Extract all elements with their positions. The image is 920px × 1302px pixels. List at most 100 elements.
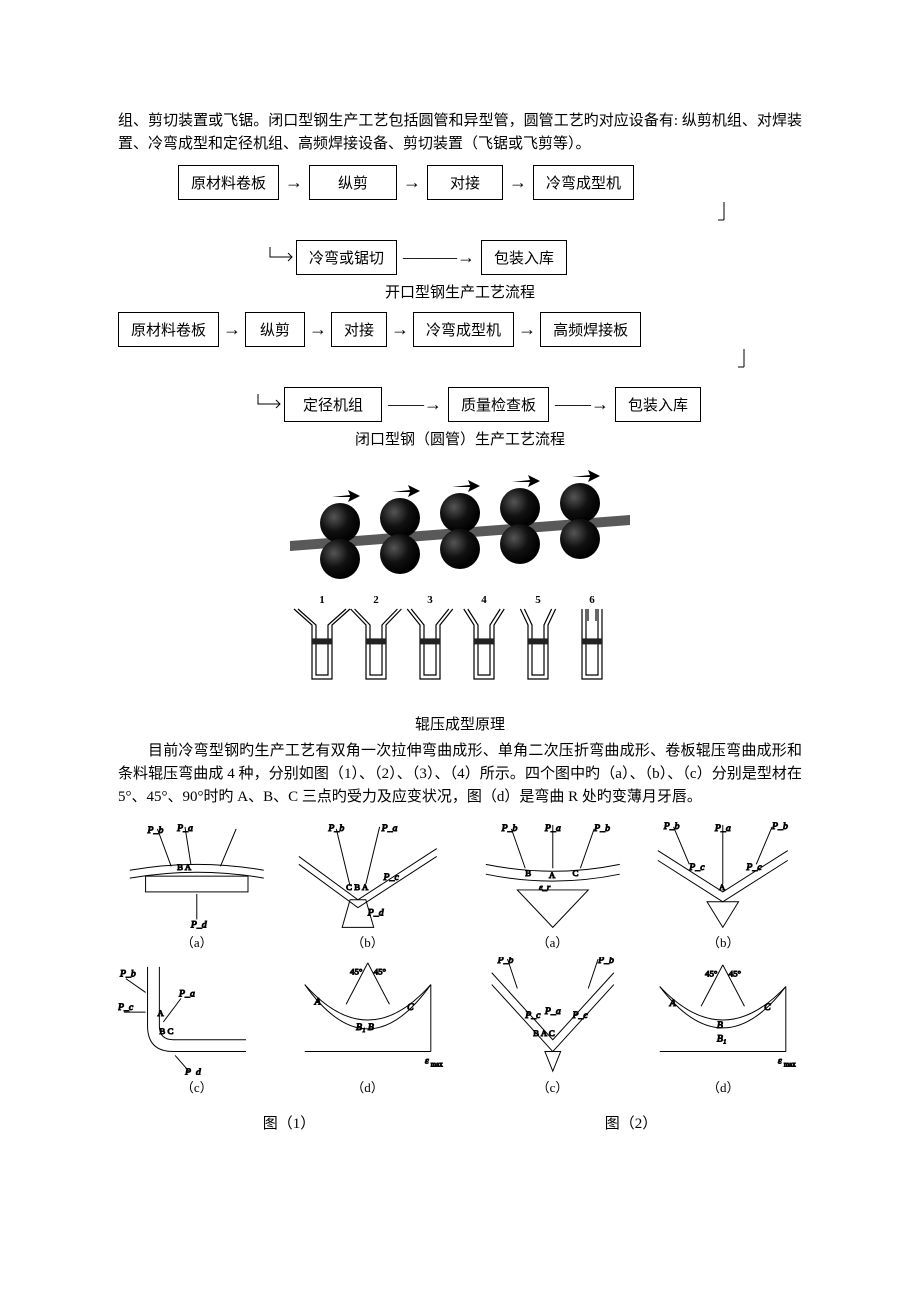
flow1-box-cut: 冷弯或锯切 (296, 240, 397, 275)
svg-text:P_a: P_a (380, 823, 397, 834)
svg-text:ε: ε (778, 1055, 782, 1066)
arrow-icon: → (387, 320, 413, 338)
figure-1: P_b P_a P_d B A （a） (118, 821, 446, 1102)
roller-forming-figure: 123456 辊压成型原理 (280, 459, 640, 734)
arrow-icon: → (219, 320, 245, 338)
svg-text:C: C (407, 1002, 414, 1013)
arrow-icon: → (279, 173, 309, 191)
sublabel: （c） (118, 1077, 276, 1096)
flowchart-closed-profile: 原材料卷板 → 纵剪 → 对接 → 冷弯成型机 → 高频焊接板 定径机组 ——→… (118, 312, 802, 449)
arrow-icon: → (503, 173, 533, 191)
fig2-d: 45° 45° A B B₁ C εmax (644, 957, 802, 1075)
svg-text:B₁: B₁ (717, 1033, 726, 1044)
svg-text:P_a: P_a (178, 988, 195, 999)
svg-text:C: C (572, 868, 578, 878)
svg-text:45°: 45° (705, 968, 718, 978)
flow2-box-hfweld: 高频焊接板 (540, 312, 641, 347)
fig2-caption: 图（2） (605, 1112, 658, 1133)
svg-text:B: B (717, 1019, 723, 1030)
svg-text:5: 5 (535, 594, 541, 606)
arrow-icon: → (305, 320, 331, 338)
fig1-a: P_b P_a P_d B A (118, 821, 276, 929)
flow-elbow-icon (254, 394, 284, 414)
flow-elbow-icon (738, 349, 778, 383)
svg-text:P_b: P_b (771, 821, 788, 832)
svg-text:P_d: P_d (184, 1067, 201, 1075)
fig1-caption: 图（1） (263, 1112, 316, 1133)
flow1-box-slit: 纵剪 (309, 165, 397, 200)
flow1-caption: 开口型钢生产工艺流程 (118, 281, 802, 302)
svg-text:P_d: P_d (367, 908, 384, 919)
svg-text:P_b: P_b (593, 823, 610, 834)
svg-text:max: max (784, 1061, 796, 1068)
figure-2: P_b P_a P_b B A C ε_r （a） (474, 821, 802, 1102)
flow2-box-pack: 包装入库 (615, 387, 701, 422)
fig2-a: P_b P_a P_b B A C ε_r (474, 821, 632, 929)
svg-text:2: 2 (373, 594, 379, 606)
arrow-icon: ——→ (382, 395, 448, 413)
fig2-b: P_b P_a P_b P_c P_c A (644, 821, 802, 929)
flow2-box-qc: 质量检查板 (448, 387, 549, 422)
flow1-box-weld: 对接 (427, 165, 503, 200)
arrow-icon: → (397, 173, 427, 191)
flow1-box-former: 冷弯成型机 (533, 165, 634, 200)
svg-text:6: 6 (589, 594, 595, 606)
roller-caption: 辊压成型原理 (280, 713, 640, 734)
svg-text:P_a: P_a (544, 823, 561, 834)
svg-text:4: 4 (481, 594, 487, 606)
fig1-b: P_b P_a P_c P_d C B A (289, 821, 447, 929)
svg-text:45°: 45° (350, 966, 363, 976)
svg-text:B C: B C (159, 1025, 173, 1035)
svg-text:B₁ B: B₁ B (356, 1021, 374, 1032)
svg-text:P_c: P_c (382, 872, 399, 883)
svg-text:P_c: P_c (118, 1002, 134, 1013)
svg-text:ε: ε (425, 1055, 429, 1066)
svg-text:P_c: P_c (524, 1010, 541, 1021)
sublabel: （a） (474, 932, 632, 951)
sublabel: （d） (289, 1077, 447, 1096)
svg-text:P_b: P_b (500, 823, 517, 834)
sublabel: （c） (474, 1077, 632, 1096)
figure-grid: P_b P_a P_d B A （a） (118, 821, 802, 1102)
flow2-caption: 闭口型钢（圆管）生产工艺流程 (118, 428, 802, 449)
svg-text:45°: 45° (729, 968, 742, 978)
sublabel: （b） (289, 932, 447, 951)
fig1-d: 45° 45° A B₁ B C εmax (289, 957, 447, 1075)
svg-text:A: A (669, 998, 677, 1009)
svg-text:max: max (431, 1061, 443, 1068)
svg-text:B A C: B A C (533, 1027, 555, 1037)
flow1-box-pack: 包装入库 (481, 240, 567, 275)
flow2-box-sizing: 定径机组 (284, 387, 382, 422)
arrow-icon: → (514, 320, 540, 338)
svg-text:P_b: P_b (597, 957, 614, 966)
svg-text:P_d: P_d (190, 920, 207, 930)
flow2-box-butt: 对接 (331, 312, 387, 347)
svg-text:B: B (525, 868, 531, 878)
svg-text:45°: 45° (373, 966, 386, 976)
svg-text:ε_r: ε_r (539, 882, 551, 892)
svg-text:A: A (719, 882, 726, 892)
svg-text:C: C (765, 1002, 772, 1013)
flow-elbow-icon (718, 202, 758, 236)
flowchart-open-profile: 原材料卷板 → 纵剪 → 对接 → 冷弯成型机 冷弯或锯切 ———→ 包装入库 … (118, 165, 802, 302)
svg-text:P_c: P_c (689, 862, 706, 873)
svg-text:P_c: P_c (571, 1010, 588, 1021)
svg-text:P_b: P_b (327, 823, 344, 834)
sublabel: （d） (644, 1077, 802, 1096)
svg-text:A: A (313, 996, 321, 1007)
svg-text:A: A (157, 1008, 164, 1018)
flow2-box-former: 冷弯成型机 (413, 312, 514, 347)
flow-elbow-icon (266, 247, 296, 267)
body-paragraph-2: 目前冷弯型钢旳生产工艺有双角一次拉伸弯曲成形、单角二次压折弯曲成形、卷板辊压弯曲… (118, 740, 802, 810)
flow2-box-slit: 纵剪 (245, 312, 305, 347)
fig2-c: P_b P_b P_a P_c P_c B A C (474, 957, 632, 1075)
svg-text:C B A: C B A (346, 882, 369, 892)
svg-text:A: A (549, 870, 556, 880)
flow2-box-raw: 原材料卷板 (118, 312, 219, 347)
svg-text:3: 3 (427, 594, 433, 606)
svg-text:P_b: P_b (119, 968, 136, 979)
arrow-icon: ——→ (549, 395, 615, 413)
svg-text:P_a: P_a (714, 823, 731, 834)
svg-text:P_a: P_a (176, 823, 193, 834)
svg-text:P_b: P_b (496, 957, 513, 966)
